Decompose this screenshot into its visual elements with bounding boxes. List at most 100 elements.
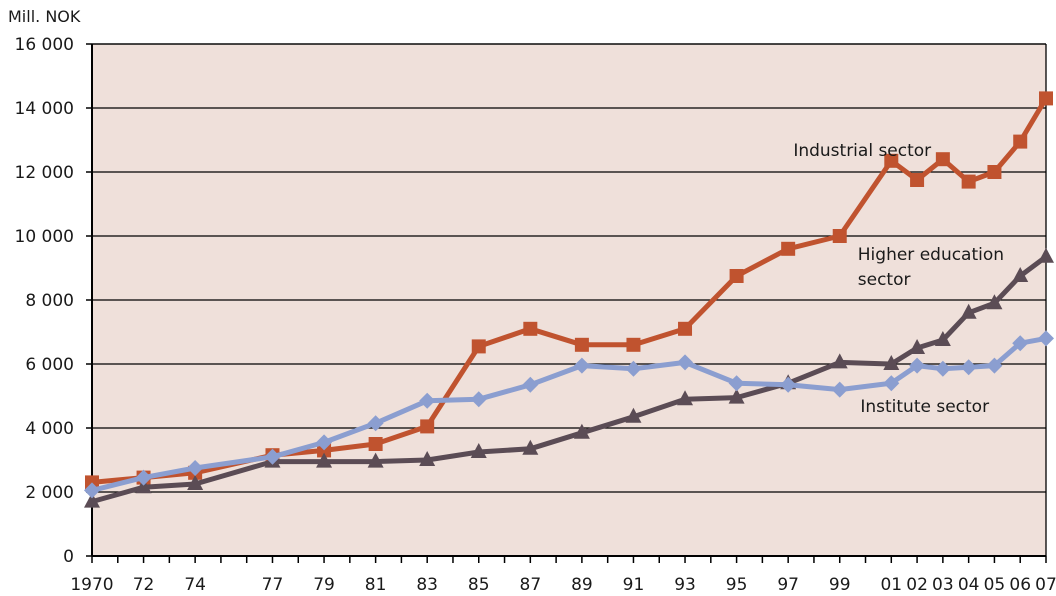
x-axis-ticks: 1970 72 74 77 79 81 83 85 87 89 91 93 95 97 99 01 02 03 04… xyxy=(70,556,1056,595)
x-tick-label: 1970 xyxy=(70,575,113,595)
x-tick-label: 87 xyxy=(520,575,542,595)
data-point xyxy=(1038,247,1054,263)
data-point xyxy=(729,269,744,283)
data-point xyxy=(84,492,100,508)
y-tick-label: 2 000 xyxy=(25,483,74,503)
data-point xyxy=(368,437,383,451)
x-tick-label: 89 xyxy=(571,575,593,595)
data-point xyxy=(909,339,926,354)
y-axis-ticks: 0 2 000 4 000 6 000 8 000 10 000 12 000 14 000 1… xyxy=(15,35,92,567)
data-point xyxy=(728,388,745,404)
x-tick-label: 81 xyxy=(365,575,387,595)
data-point xyxy=(883,375,900,392)
y-tick-label: 6 000 xyxy=(25,355,74,375)
x-tick-label: 01 xyxy=(880,575,902,595)
y-unit-label: Mill. NOK xyxy=(8,7,81,26)
data-point xyxy=(831,353,848,369)
data-point xyxy=(677,354,694,371)
y-tick-label: 8 000 xyxy=(25,291,74,311)
y-tick-label: 0 xyxy=(63,547,74,567)
data-point xyxy=(625,360,642,377)
data-point xyxy=(884,153,899,168)
data-point xyxy=(961,174,976,189)
data-point xyxy=(574,337,589,352)
series-line xyxy=(91,335,1047,493)
x-tick-label: 04 xyxy=(958,575,980,595)
data-point xyxy=(960,303,977,319)
data-point xyxy=(986,357,1003,374)
data-point xyxy=(264,448,281,465)
x-tick-label: 93 xyxy=(674,575,696,595)
data-point xyxy=(470,391,487,408)
x-tick-label: 07 xyxy=(1035,575,1056,595)
data-point xyxy=(678,321,693,336)
data-point xyxy=(187,460,204,476)
data-point xyxy=(1013,134,1028,149)
data-point xyxy=(832,229,847,243)
data-point xyxy=(780,376,797,393)
data-point xyxy=(960,359,977,376)
data-point xyxy=(909,357,926,374)
x-tick-label: 74 xyxy=(184,575,206,595)
data-point xyxy=(910,173,925,187)
data-point xyxy=(420,419,435,434)
data-point xyxy=(831,381,848,398)
data-point xyxy=(316,434,333,451)
y-tick-label: 4 000 xyxy=(25,419,74,439)
data-point xyxy=(522,376,539,393)
data-point xyxy=(625,407,642,423)
data-point xyxy=(573,357,590,374)
data-point xyxy=(986,294,1003,310)
data-point xyxy=(419,451,436,466)
series-label: Industrial sector xyxy=(793,141,931,161)
x-tick-label: 72 xyxy=(133,575,155,595)
data-point xyxy=(470,443,487,458)
series-higher-education-sector xyxy=(84,247,1054,508)
series-institute-sector xyxy=(84,330,1054,499)
data-point xyxy=(883,355,900,370)
data-point xyxy=(1012,335,1029,352)
series-label: Institute sector xyxy=(860,397,989,417)
annotations: Industrial sector Higher education sector I… xyxy=(793,141,1004,417)
y-tick-label: 12 000 xyxy=(15,163,74,183)
data-point xyxy=(781,241,796,256)
data-point xyxy=(367,452,384,468)
x-tick-label: 83 xyxy=(416,575,438,595)
y-tick-label: 10 000 xyxy=(15,227,74,247)
x-tick-label: 05 xyxy=(984,575,1006,595)
data-point xyxy=(84,482,100,499)
data-point xyxy=(135,478,152,494)
data-point xyxy=(987,165,1002,179)
series-line xyxy=(91,97,1049,485)
data-point xyxy=(1012,267,1029,282)
data-point xyxy=(935,152,950,167)
x-tick-label: 03 xyxy=(932,575,954,595)
series-layer xyxy=(84,91,1054,508)
data-point xyxy=(471,339,486,354)
x-tick-label: 97 xyxy=(777,575,799,595)
series-label: Higher education sector xyxy=(858,245,1004,290)
data-point xyxy=(573,423,590,439)
data-point xyxy=(522,439,539,455)
x-tick-label: 95 xyxy=(726,575,748,595)
x-tick-label: 77 xyxy=(262,575,284,595)
data-point xyxy=(135,469,152,486)
axes xyxy=(91,43,1047,557)
data-point xyxy=(934,331,951,346)
data-point xyxy=(677,390,694,406)
x-tick-label: 85 xyxy=(468,575,490,595)
data-point xyxy=(728,375,745,392)
data-point xyxy=(187,475,204,490)
x-tick-label: 06 xyxy=(1009,575,1031,595)
data-point xyxy=(316,452,333,468)
x-tick-label: 79 xyxy=(313,575,335,595)
data-point xyxy=(1039,91,1053,106)
y-tick-label: 16 000 xyxy=(15,35,74,55)
data-point xyxy=(523,321,538,336)
x-tick-label: 91 xyxy=(623,575,645,595)
data-point xyxy=(626,337,641,352)
x-tick-label: 02 xyxy=(906,575,928,595)
data-point xyxy=(934,360,951,377)
data-point xyxy=(419,392,436,409)
